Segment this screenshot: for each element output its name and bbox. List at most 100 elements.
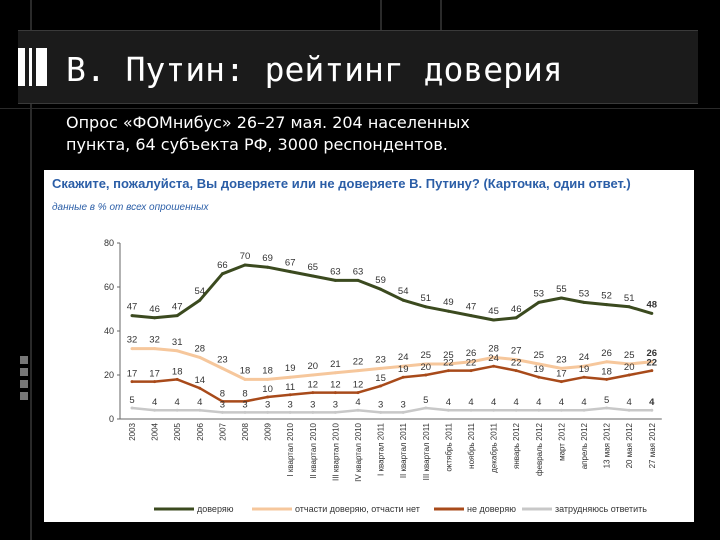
data-point	[220, 272, 224, 276]
legend-label: затрудняюсь ответить	[555, 504, 647, 514]
chart-card: Скажите, пожалуйста, Вы доверяете или не…	[44, 170, 694, 522]
data-point	[605, 303, 609, 307]
data-point	[243, 263, 247, 267]
data-point	[379, 287, 383, 291]
y-tick-label: 80	[104, 238, 114, 248]
data-label: 11	[285, 382, 295, 393]
x-tick-label: 2005	[173, 422, 182, 440]
data-label: 4	[581, 397, 586, 408]
data-label: 28	[488, 343, 499, 354]
data-label: 8	[220, 388, 225, 399]
data-label: 27	[511, 346, 522, 357]
data-label: 3	[378, 399, 383, 410]
data-point	[288, 410, 292, 414]
data-point	[220, 366, 224, 370]
data-label: 26	[466, 348, 477, 359]
data-point	[379, 384, 383, 388]
data-point	[514, 358, 518, 362]
y-tick-label: 60	[104, 282, 114, 292]
data-point	[333, 371, 337, 375]
data-label: 47	[127, 302, 138, 313]
data-point	[311, 391, 315, 395]
x-tick-label: II квартал 2010	[309, 422, 318, 478]
data-label: 4	[355, 397, 360, 408]
data-label: 3	[242, 399, 247, 410]
data-point	[198, 298, 202, 302]
data-label: 4	[197, 397, 202, 408]
data-label: 48	[647, 299, 658, 310]
data-point	[650, 360, 654, 364]
data-point	[650, 369, 654, 373]
data-label: 3	[220, 399, 225, 410]
data-label: 52	[601, 291, 612, 302]
data-label: 20	[624, 362, 635, 373]
data-point	[220, 399, 224, 403]
x-tick-label: I квартал 2010	[286, 422, 295, 476]
data-label: 18	[172, 366, 183, 377]
data-label: 51	[624, 293, 635, 304]
data-point	[582, 375, 586, 379]
data-label: 5	[423, 395, 428, 406]
slide-title: В. Путин: рейтинг доверия	[66, 50, 563, 89]
data-label: 19	[398, 364, 409, 375]
data-label: 12	[330, 380, 341, 391]
data-point	[220, 410, 224, 414]
data-point	[243, 410, 247, 414]
series-line	[132, 347, 652, 381]
data-label: 20	[421, 362, 432, 373]
data-point	[650, 408, 654, 412]
legend-label: отчасти доверяю, отчасти нет	[295, 504, 420, 514]
data-point	[446, 362, 450, 366]
data-label: 22	[353, 357, 364, 368]
data-label: 18	[262, 365, 273, 376]
data-label: 45	[488, 306, 499, 317]
data-label: 23	[375, 354, 386, 365]
title-marks	[18, 48, 51, 86]
data-point	[514, 369, 518, 373]
background-line	[440, 0, 442, 40]
data-label: 4	[175, 397, 180, 408]
data-point	[514, 316, 518, 320]
data-label: 17	[127, 369, 138, 380]
x-tick-label: 2004	[151, 422, 160, 440]
data-label: 19	[579, 364, 590, 375]
data-point	[537, 375, 541, 379]
x-tick-label: I квартал 2011	[377, 422, 386, 475]
data-label: 24	[488, 353, 499, 364]
data-point	[582, 364, 586, 368]
data-point	[379, 410, 383, 414]
data-point	[153, 380, 157, 384]
data-label: 4	[649, 397, 655, 408]
data-label: 19	[534, 364, 545, 375]
data-point	[469, 369, 473, 373]
x-tick-label: IV квартал 2010	[354, 422, 363, 481]
data-point	[356, 369, 360, 373]
data-point	[153, 347, 157, 351]
data-point	[175, 314, 179, 318]
data-point	[379, 366, 383, 370]
data-label: 22	[511, 358, 522, 369]
background-line	[380, 0, 382, 40]
data-label: 17	[556, 369, 567, 380]
data-label: 4	[514, 397, 519, 408]
data-label: 3	[310, 399, 315, 410]
data-point	[130, 314, 134, 318]
background-line	[30, 0, 32, 540]
x-tick-label: 2008	[241, 422, 250, 440]
data-point	[401, 410, 405, 414]
data-label: 3	[401, 399, 406, 410]
data-label: 47	[172, 302, 183, 313]
data-label: 25	[534, 350, 545, 361]
data-point	[130, 406, 134, 410]
data-label: 65	[308, 262, 319, 273]
x-tick-label: апрель 2012	[580, 422, 589, 469]
data-point	[559, 366, 563, 370]
x-tick-label: 2009	[264, 422, 273, 440]
data-point	[582, 300, 586, 304]
data-label: 25	[624, 350, 635, 361]
data-point	[605, 360, 609, 364]
data-label: 23	[556, 354, 567, 365]
data-point	[311, 373, 315, 377]
data-label: 49	[443, 297, 454, 308]
data-label: 24	[398, 352, 409, 363]
